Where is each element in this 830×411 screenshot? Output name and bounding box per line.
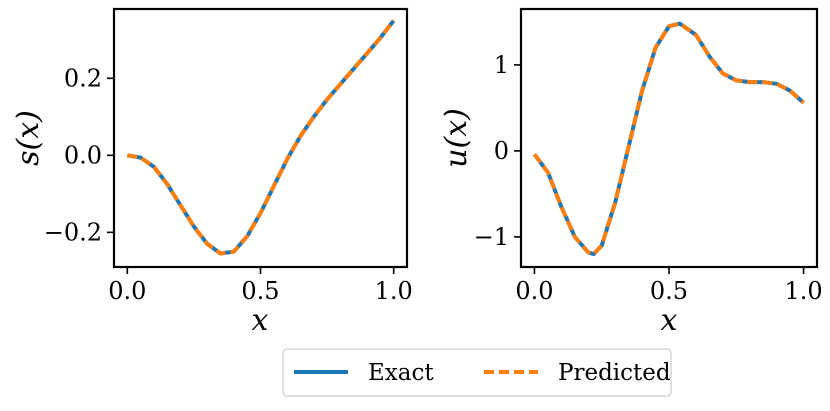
legend: Exact Predicted xyxy=(282,348,672,397)
u-plot-panel: 0.0 0.5 1.0 −1 0 1 u(x) x xyxy=(439,7,823,338)
u-plot-ytick-label: 1 xyxy=(494,51,509,79)
s-plot-xtick-label: 0.0 xyxy=(108,277,146,305)
u-plot-exact-line xyxy=(532,21,805,257)
s-plot-exact-line xyxy=(126,19,396,256)
u-plot-xlabel: x xyxy=(661,303,678,338)
u-plot-predicted-line xyxy=(532,21,805,257)
u-plot-ytick-label: −1 xyxy=(474,223,509,251)
s-plot-predicted-line xyxy=(126,19,396,256)
u-plot-ytick-label: 0 xyxy=(494,137,509,165)
s-plot-ytick-label: −0.2 xyxy=(44,218,102,246)
legend-exact-label: Exact xyxy=(368,360,434,386)
s-plot-ytick-label: 0.2 xyxy=(64,64,102,92)
s-plot-xtick-label: 0.5 xyxy=(241,277,279,305)
legend-predicted-label: Predicted xyxy=(558,360,671,386)
s-plot-xtick-label: 1.0 xyxy=(375,277,413,305)
s-plot-frame xyxy=(112,7,409,269)
s-plot-ytick-label: 0.0 xyxy=(64,141,102,169)
u-plot-xtick-label: 0.5 xyxy=(650,277,688,305)
u-plot-xtick-label: 1.0 xyxy=(784,277,822,305)
u-plot-xtick-label: 0.0 xyxy=(515,277,553,305)
legend-box xyxy=(282,348,672,397)
s-plot-panel: 0.0 0.5 1.0 −0.2 0.0 0.2 s(x) x xyxy=(11,7,413,338)
s-plot-ylabel: s(x) xyxy=(11,110,46,166)
u-plot-ylabel: u(x) xyxy=(439,108,474,168)
u-plot-frame xyxy=(519,7,819,269)
s-plot-xlabel: x xyxy=(252,303,269,338)
